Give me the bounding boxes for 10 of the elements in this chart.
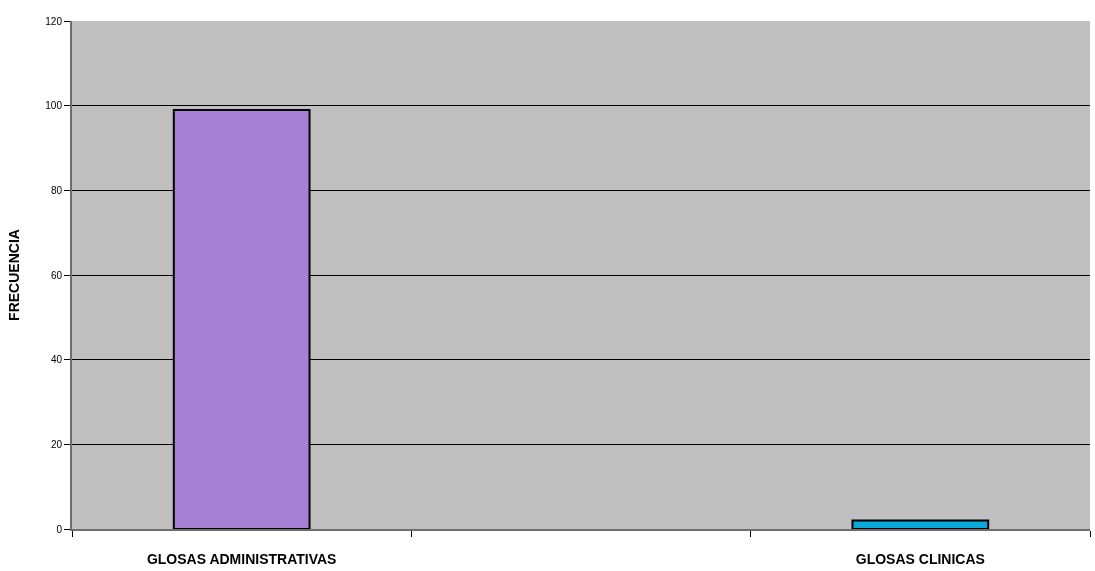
y-tick-label: 40 <box>50 354 63 366</box>
y-axis-title: FRECUENCIA <box>6 229 23 321</box>
y-tick-label: 100 <box>45 100 63 112</box>
y-tick-label: 120 <box>45 15 63 27</box>
x-tick-label: GLOSAS CLINICAS <box>855 550 985 567</box>
x-tick-label: GLOSAS ADMINISTRATIVAS <box>146 550 337 567</box>
y-tick-label: 80 <box>50 184 63 196</box>
y-tick-label: 60 <box>50 269 63 281</box>
y-tick-label: 20 <box>50 438 63 450</box>
y-tick-label: 0 <box>56 523 63 535</box>
